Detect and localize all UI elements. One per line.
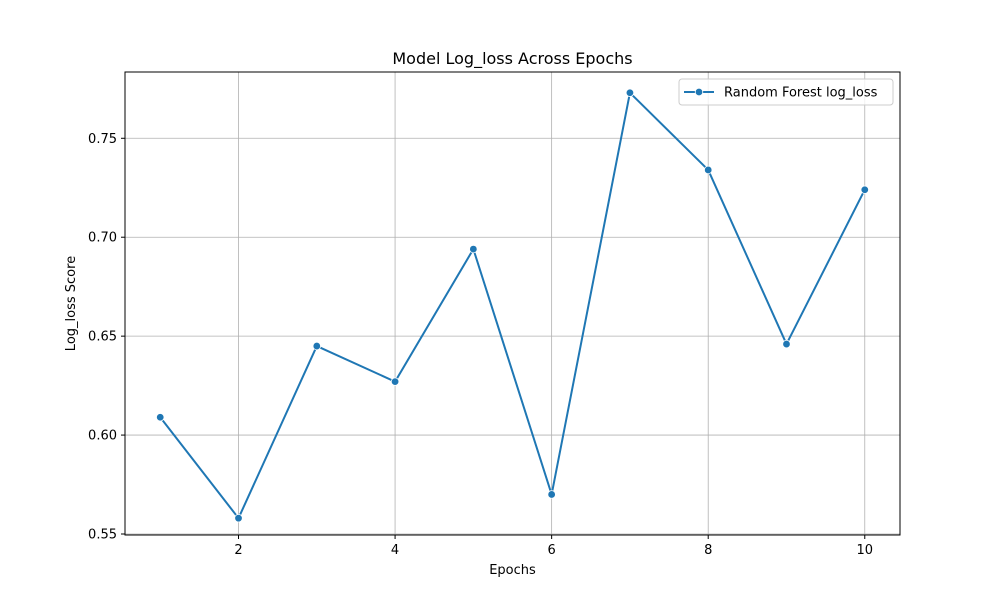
x-tick-label: 4 [391,543,399,558]
x-tick-label: 6 [548,543,556,558]
data-point [704,165,713,175]
data-point [156,413,165,422]
data-point [547,490,556,499]
plot-frame [124,71,901,536]
series-line [159,91,866,520]
y-axis-label: Log_loss Score [64,256,79,351]
series-layer [156,88,869,523]
data-point [469,244,478,254]
chart-title: Model Log_loss Across Epochs [392,49,632,69]
legend-box [678,78,894,106]
y-tick-label: 0.65 [88,330,117,345]
grid-lines [125,72,900,535]
x-tick-label: 10 [856,543,873,558]
data-point [390,377,400,386]
data-point [860,185,869,194]
y-tick-label: 0.75 [88,132,117,147]
axis-ticks: 2 4 6 8 10 0.55 0.60 0.65 0.70 0.75 [88,132,873,558]
y-tick-label: 0.60 [88,429,117,444]
legend: Random Forest log_loss [678,78,894,106]
y-tick-label: 0.55 [88,528,117,543]
x-tick-label: 2 [234,543,242,558]
data-point [234,513,243,523]
legend-marker-swatch [694,87,704,97]
data-point [312,341,321,351]
y-tick-label: 0.70 [88,231,117,246]
x-axis-label: Epochs [489,563,536,578]
x-tick-label: 8 [704,543,712,558]
data-point [625,88,635,97]
legend-entry-label: Random Forest log_loss [724,86,878,101]
data-point [782,339,791,349]
